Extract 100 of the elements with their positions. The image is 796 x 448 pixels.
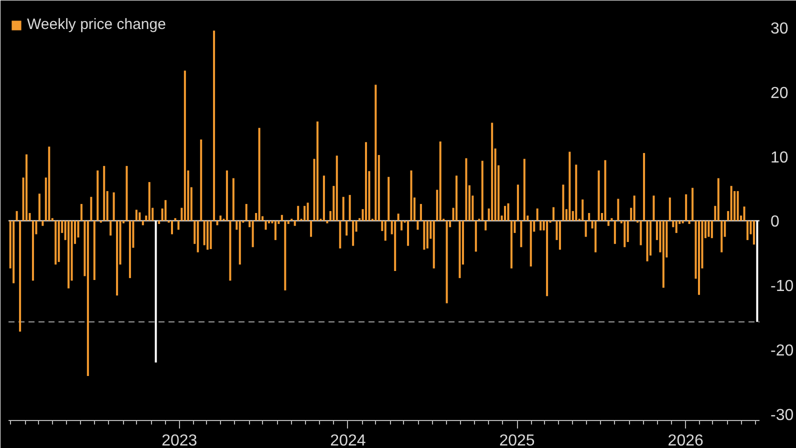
bar (575, 164, 578, 221)
bar (384, 220, 386, 241)
bar (582, 199, 584, 221)
x-tick-label: 2025 (499, 432, 535, 448)
bar (116, 220, 118, 296)
bar (174, 218, 176, 221)
bar (481, 160, 484, 221)
bar (397, 214, 400, 221)
bar (420, 204, 422, 221)
bar (456, 176, 458, 221)
bar (643, 153, 646, 221)
bar (294, 220, 296, 226)
bar (184, 70, 186, 221)
bar (326, 220, 328, 224)
bar (210, 220, 212, 250)
bar (304, 206, 306, 221)
bar (633, 196, 636, 221)
bar (203, 220, 206, 246)
bar (640, 220, 642, 246)
bar (245, 204, 248, 221)
legend-label: Weekly price change (27, 16, 166, 33)
bar (310, 220, 312, 237)
bar (19, 220, 22, 332)
bar (536, 208, 538, 221)
bar (142, 220, 144, 226)
bar (316, 121, 318, 221)
bar (135, 210, 138, 221)
bar (322, 176, 325, 221)
bar (584, 220, 587, 237)
bar (206, 220, 209, 250)
bar (685, 194, 688, 221)
bar (93, 220, 96, 280)
bar (624, 220, 626, 248)
bar (682, 220, 684, 224)
bar (646, 220, 648, 262)
bar (42, 220, 44, 226)
bar (336, 156, 338, 221)
bar (708, 220, 710, 237)
bar (346, 220, 348, 236)
bar (216, 220, 218, 226)
bar (26, 154, 28, 221)
bar (607, 220, 610, 226)
bar (523, 158, 526, 221)
y-tick-label: 10 (770, 149, 788, 166)
y-tick-label: 0 (770, 214, 780, 231)
bar (126, 166, 128, 221)
bar (743, 206, 746, 221)
y-tick-label: 30 (770, 20, 788, 38)
bar (229, 220, 232, 281)
bar (138, 212, 141, 221)
bar (736, 191, 739, 221)
bar (446, 220, 448, 304)
bar (264, 220, 267, 230)
bar (756, 220, 758, 322)
bar (484, 220, 487, 230)
bar (232, 178, 234, 221)
bar (465, 158, 468, 221)
bar (675, 220, 678, 233)
bar (54, 220, 57, 265)
bar (692, 188, 694, 221)
bar (364, 142, 367, 221)
bar (610, 218, 613, 221)
bar (604, 160, 606, 221)
x-tick-label: 2024 (330, 432, 366, 448)
bar (96, 170, 99, 221)
bar (698, 220, 700, 295)
bar (68, 220, 70, 288)
bar (504, 206, 506, 221)
bar (540, 220, 542, 230)
bar (103, 166, 106, 221)
bar (432, 220, 435, 268)
bar (730, 186, 732, 221)
y-tick-label: -20 (770, 342, 794, 360)
bar (219, 216, 222, 221)
bar (164, 200, 167, 221)
bar (426, 220, 428, 248)
bar (717, 178, 720, 221)
bar (598, 170, 600, 221)
bar (588, 212, 590, 221)
bar (38, 194, 40, 221)
bar (238, 220, 241, 265)
bar (284, 220, 286, 290)
bar (394, 220, 396, 271)
bar (80, 204, 82, 221)
bar (388, 176, 390, 221)
bar (128, 220, 131, 278)
bar (752, 220, 755, 245)
bar (342, 196, 344, 221)
bar (458, 220, 461, 278)
bar (374, 84, 377, 221)
bar (280, 214, 283, 221)
bar (112, 192, 115, 221)
bar (400, 220, 403, 230)
bar (171, 220, 174, 234)
bar (416, 220, 419, 230)
bar (474, 220, 477, 252)
bar (12, 220, 15, 284)
bar (688, 220, 690, 224)
bar (520, 220, 522, 248)
bar (177, 220, 180, 230)
